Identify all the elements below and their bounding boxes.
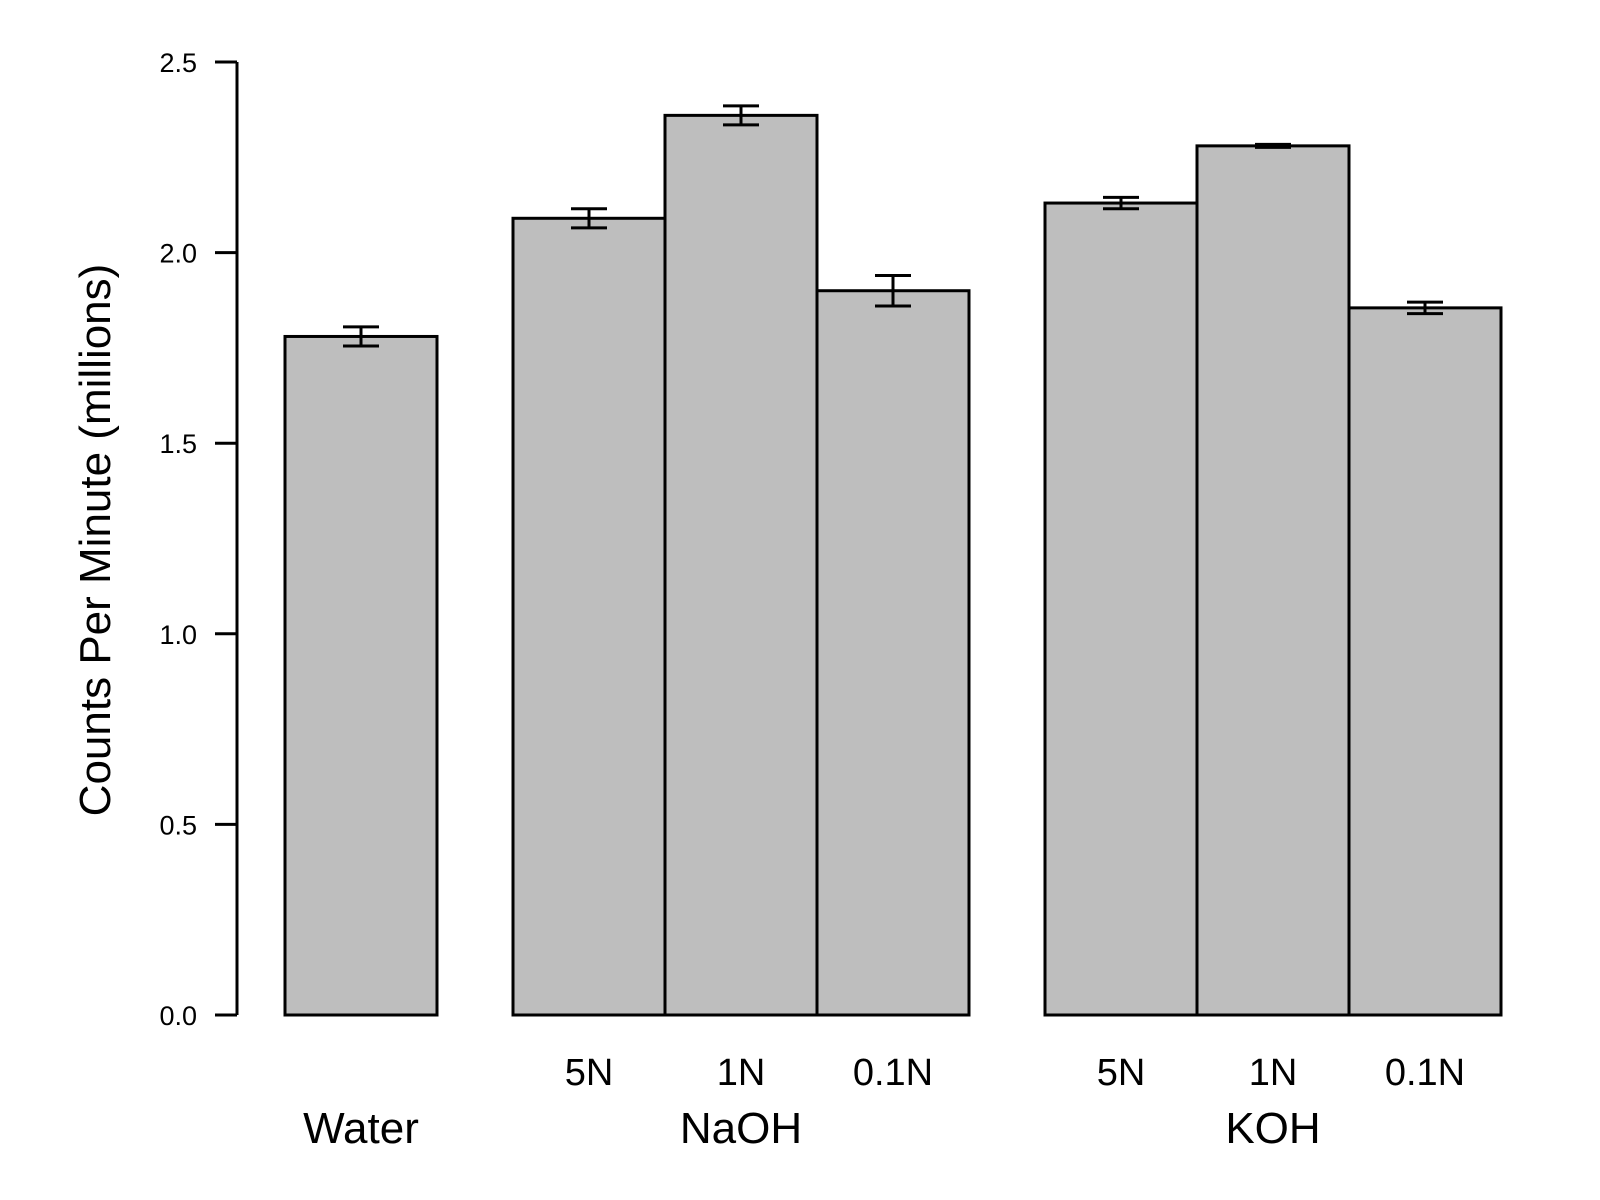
bars	[283, 113, 1503, 1017]
bar	[511, 216, 667, 1017]
bar-sub-label: 0.1N	[853, 1052, 933, 1094]
y-tick-label: 0.5	[159, 810, 197, 840]
bar-sub-label: 1N	[1249, 1052, 1298, 1094]
y-tick-label: 1.5	[159, 429, 197, 459]
y-tick-label: 2.5	[159, 48, 197, 78]
bar	[1195, 144, 1351, 1017]
bar	[815, 289, 971, 1017]
group-label: KOH	[1225, 1104, 1320, 1153]
bar-sub-label: 1N	[717, 1052, 766, 1094]
y-axis: 0.0 0.5 1.0 1.5 2.0 2.5	[159, 48, 239, 1031]
bar	[663, 113, 819, 1017]
x-labels: Water 5N 1N 0.1N NaOH 5N 1N 0.1N KOH	[303, 1052, 1465, 1153]
group-label: Water	[303, 1104, 419, 1153]
error-bars	[343, 104, 1443, 348]
bar	[1043, 201, 1199, 1017]
y-tick-label: 0.0	[159, 1001, 197, 1031]
y-axis-title: Counts Per Minute (millions)	[71, 264, 120, 817]
y-tick-label: 2.0	[159, 239, 197, 269]
y-tick-label: 1.0	[159, 620, 197, 650]
bar	[283, 334, 439, 1017]
bar-sub-label: 5N	[1097, 1052, 1146, 1094]
bar-sub-label: 5N	[565, 1052, 614, 1094]
group-label: NaOH	[680, 1104, 802, 1153]
bar-sub-label: 0.1N	[1385, 1052, 1465, 1094]
bar	[1347, 306, 1503, 1017]
